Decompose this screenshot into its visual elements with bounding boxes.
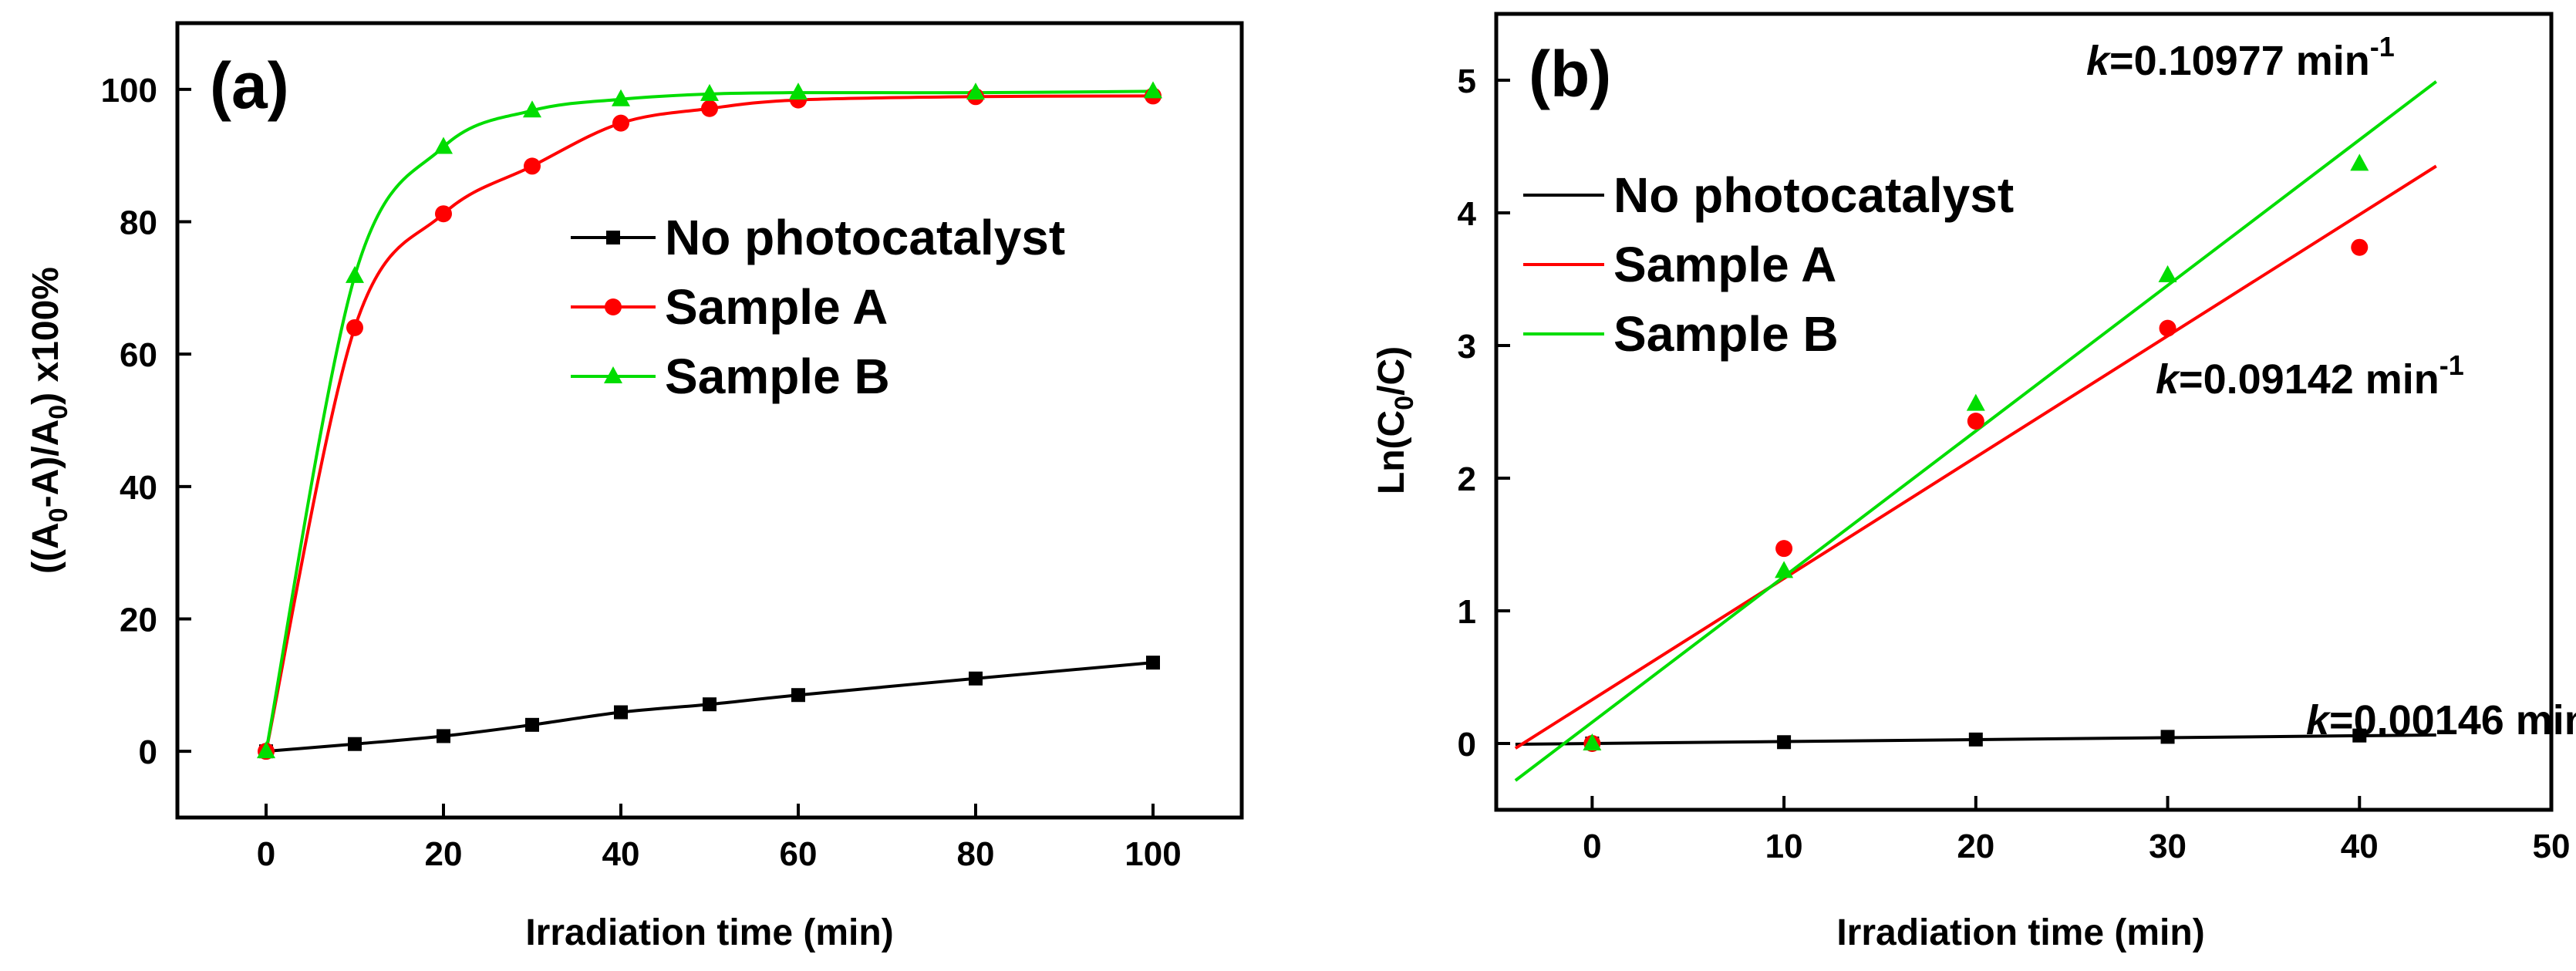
y-tick-label: 60 <box>120 336 157 374</box>
data-point-sample-b <box>966 83 985 100</box>
data-point-sample-b <box>700 83 719 101</box>
y-tick-label: 20 <box>120 602 157 639</box>
y-tick-label: 40 <box>120 469 157 507</box>
legend-marker-sample-a <box>605 298 622 315</box>
data-point-no-photocatalyst <box>791 688 805 703</box>
legend-marker-sample-b <box>604 366 622 383</box>
data-point-sample-a <box>701 99 718 117</box>
y-tick-label: 4 <box>1458 195 1477 233</box>
data-point-sample-b <box>1966 393 1985 411</box>
x-tick-label: 50 <box>2533 828 2571 865</box>
data-point-no-photocatalyst <box>969 671 983 686</box>
legend-label-sample-a: Sample A <box>665 279 888 335</box>
legend-label-sample-b: Sample B <box>665 349 890 404</box>
panel-a-legend: No photocatalyst Sample A Sample B <box>571 210 1065 404</box>
y-tick-label: 80 <box>120 204 157 242</box>
fit-line-sample-b <box>1514 80 2437 782</box>
data-point-no-photocatalyst <box>2160 730 2175 744</box>
series-line-sample-b <box>265 89 1154 752</box>
data-point-sample-a <box>1967 413 1984 430</box>
y-tick-label: 2 <box>1458 460 1476 498</box>
data-point-sample-b <box>1144 81 1162 99</box>
data-point-sample-a <box>2159 319 2176 337</box>
data-point-sample-b <box>1583 733 1602 750</box>
data-point-sample-a <box>346 319 363 336</box>
data-point-no-photocatalyst <box>437 729 450 743</box>
fit-line-sample-a <box>1514 164 2437 750</box>
panel-a-label: (a) <box>210 49 289 122</box>
panel-b-rate-annotations: k=0.00146 min-1 k=0.09142 min-1 k=0.10977 … <box>2086 31 2576 743</box>
legend-label-no-photocatalyst: No photocatalyst <box>1613 167 2014 223</box>
y-tick-label: 0 <box>139 733 157 771</box>
ylabel-sub-1: 0 <box>44 507 73 522</box>
x-tick-label: 100 <box>1124 835 1181 873</box>
x-tick-label: 0 <box>1583 828 1601 865</box>
panel-a-ticks: 0 20 40 60 80 100 0 20 40 60 80 100 <box>101 72 1182 873</box>
data-point-no-photocatalyst <box>614 705 628 720</box>
panel-a-markers <box>257 81 1162 760</box>
data-point-sample-b <box>257 741 275 759</box>
panel-b-label: (b) <box>1529 38 1611 110</box>
y-tick-label: 5 <box>1458 62 1476 100</box>
data-point-sample-a <box>612 114 629 132</box>
data-point-sample-b <box>346 265 364 283</box>
data-point-no-photocatalyst <box>1146 656 1160 670</box>
x-tick-label: 20 <box>425 835 463 873</box>
data-point-sample-b <box>1775 561 1794 578</box>
panel-b-ticks: 0 10 20 30 40 50 0 1 2 3 4 5 <box>1458 62 2571 865</box>
data-point-sample-b <box>612 89 630 106</box>
data-point-sample-a <box>435 205 452 223</box>
x-tick-label: 40 <box>602 835 640 873</box>
legend-label-sample-b: Sample B <box>1613 306 1839 362</box>
data-point-no-photocatalyst <box>1777 735 1792 750</box>
data-point-sample-b <box>789 83 808 100</box>
x-tick-label: 60 <box>780 835 818 873</box>
panel-a-xlabel: Irradiation time (min) <box>525 912 893 953</box>
panel-b-frame <box>1494 12 2554 812</box>
panel-b: 0 10 20 30 40 50 0 1 2 3 4 5 (b) Irradiation time (… <box>1371 12 2576 953</box>
y-tick-label: 100 <box>101 72 157 110</box>
legend-label-no-photocatalyst: No photocatalyst <box>665 210 1065 265</box>
data-point-sample-a <box>2351 238 2369 256</box>
data-point-sample-b <box>523 100 541 118</box>
data-point-sample-a <box>524 157 541 175</box>
x-tick-label: 20 <box>1957 828 1994 865</box>
y-tick-label: 1 <box>1458 593 1476 631</box>
x-tick-label: 0 <box>257 835 275 873</box>
panel-a-frame <box>175 21 1244 820</box>
panel-a-series-lines <box>265 89 1154 754</box>
data-point-no-photocatalyst <box>703 697 716 712</box>
data-point-sample-b <box>2350 153 2369 171</box>
panel-b-ylabel: Ln(C0/C) <box>1371 346 1419 494</box>
series-line-sample-a <box>265 94 1154 752</box>
x-tick-label: 80 <box>957 835 995 873</box>
panel-a-ylabel: ((A0-A)/A0) x100% <box>25 267 73 574</box>
data-point-no-photocatalyst <box>525 717 539 732</box>
legend-marker-no-photocatalyst <box>606 231 620 244</box>
y-tick-label: 3 <box>1458 328 1476 366</box>
x-tick-label: 30 <box>2149 828 2187 865</box>
panel-b-xlabel: Irradiation time (min) <box>1836 912 2204 953</box>
data-point-sample-b <box>434 137 453 154</box>
ylabel-b-sub: 0 <box>1390 396 1419 410</box>
panel-a: 0 20 40 60 80 100 0 20 40 60 80 100 (a) Irradiation… <box>25 21 1244 953</box>
rate-constant-sample-a: k=0.09142 min-1 <box>2156 349 2464 403</box>
legend-label-sample-a: Sample A <box>1613 237 1836 292</box>
x-tick-label: 10 <box>1765 828 1803 865</box>
data-point-sample-a <box>1775 540 1793 558</box>
rate-constant-no-photocatalyst: k=0.00146 min-1 <box>2306 690 2576 743</box>
x-tick-label: 40 <box>2341 828 2379 865</box>
data-point-no-photocatalyst <box>1968 732 1983 747</box>
panel-b-markers <box>1583 153 2369 752</box>
rate-constant-sample-b: k=0.10977 min-1 <box>2086 31 2395 84</box>
panel-b-legend: No photocatalyst Sample A Sample B <box>1523 167 2014 362</box>
data-point-no-photocatalyst <box>348 737 362 751</box>
data-point-sample-b <box>2158 265 2177 282</box>
data-point-no-photocatalyst <box>2352 728 2367 743</box>
y-tick-label: 0 <box>1458 726 1476 764</box>
ylabel-sub-2: 0 <box>44 405 73 420</box>
